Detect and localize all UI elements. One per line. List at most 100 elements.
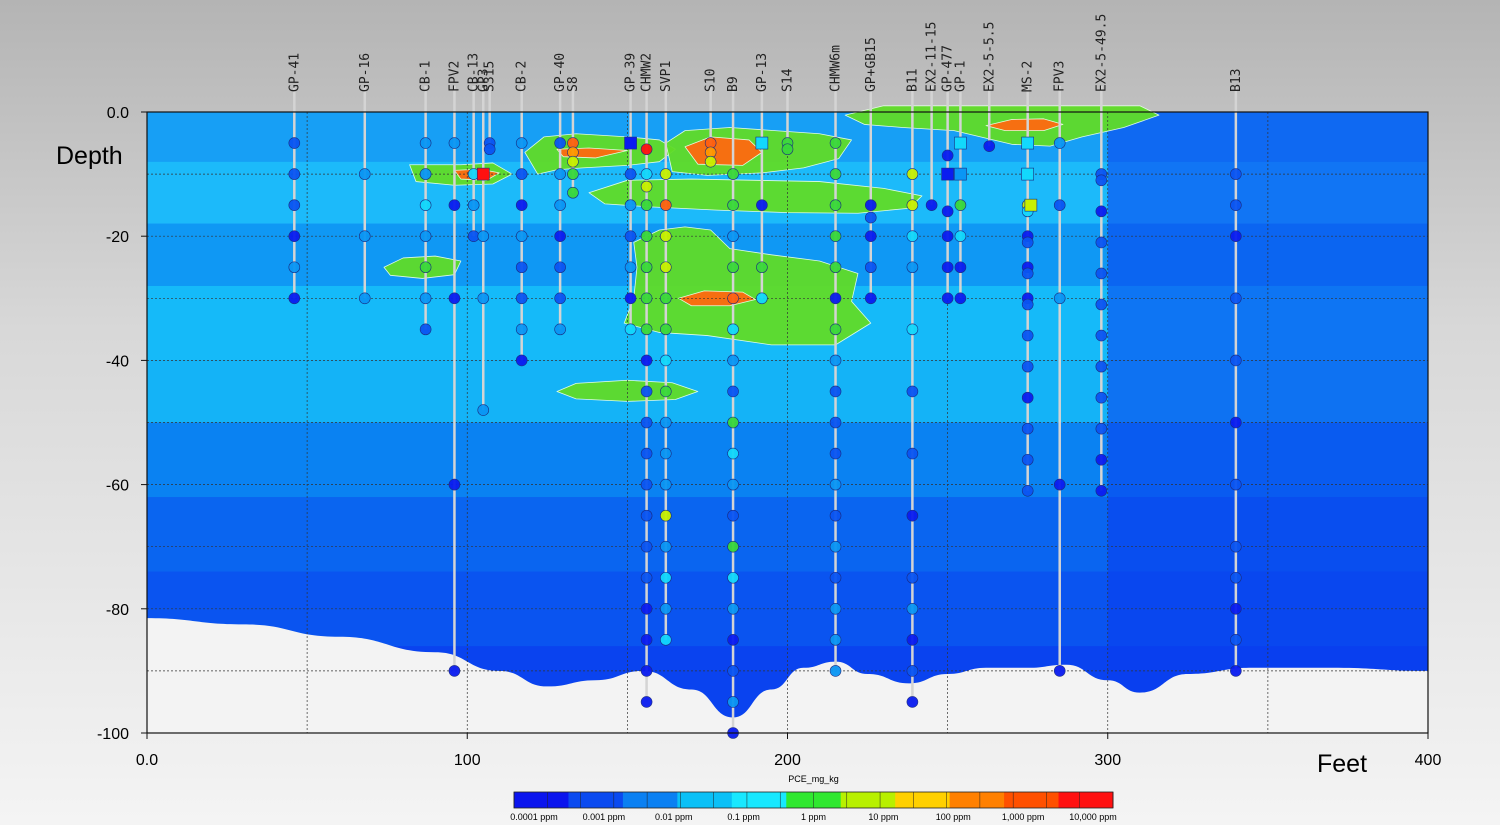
sample-marker [756,292,768,305]
sample-marker [925,199,938,211]
sample-marker [864,199,877,211]
sample-marker [660,447,672,460]
boring-label: S315 [483,61,498,92]
plume-100ppm [985,118,1064,132]
sample-marker [515,230,528,242]
colorbar-segment [677,792,733,808]
sample-marker [1053,665,1066,677]
sample-marker [727,168,739,180]
sample-marker [660,323,672,336]
boring-label: CB-1 [419,61,434,92]
sample-marker [1053,137,1066,149]
sample-marker [941,205,954,218]
sample-marker [727,323,739,336]
colorbar-segment [731,792,787,808]
sample-marker [1230,168,1242,180]
sample-marker [358,168,371,180]
sample-marker [906,199,919,211]
sample-marker [448,137,461,149]
colorbar-legend: PCE_mg_kg 0.0001 ppm 0.001 ppm 0.01 ppm 0.1 … [510,774,1117,822]
boring-label: GP3 [476,69,491,92]
sample-marker [906,509,919,522]
sample-marker [906,447,919,460]
sample-marker [727,540,739,553]
x-tick-label: 200 [774,752,801,769]
colorbar-label: 0.0001 ppm [510,812,558,822]
boring-label: B11 [905,69,920,92]
sample-marker [781,143,794,156]
sample-marker [624,199,637,211]
sample-marker [660,571,672,584]
sample-marker [288,261,301,274]
sample-marker [829,447,842,460]
sample-marker [288,168,301,180]
boring-label: EX2-5-5.5 [982,22,997,92]
boring-label: SVP1 [659,61,674,92]
sample-marker [640,478,653,491]
sample-marker [727,665,739,677]
sample-marker [660,292,672,305]
sample-marker [1053,199,1066,211]
sample-marker [727,571,739,584]
sample-marker [640,385,653,398]
sample-marker [448,199,461,211]
sample-marker [477,292,490,305]
sample-marker [1230,478,1242,491]
sample-marker [829,385,842,398]
sample-marker [640,571,653,584]
sample-marker [640,168,653,180]
colorbar-segment [514,792,569,808]
colorbar-label: 10 ppm [868,812,898,822]
sample-marker [1230,665,1242,677]
sample-marker [1230,199,1242,211]
sample-marker [727,354,739,367]
sample-marker [419,137,432,149]
boring-label: GP-1 [953,61,968,92]
sample-marker [1230,416,1242,429]
sample-square-marker [476,167,490,181]
sample-marker [640,634,653,646]
sample-marker [1230,354,1242,367]
sample-marker [448,292,461,305]
sample-marker [419,323,432,336]
sample-marker [906,385,919,398]
sample-marker [864,292,877,305]
sample-marker [640,602,653,615]
sample-marker [906,168,919,180]
sample-marker [1053,478,1066,491]
sample-marker [467,199,480,211]
sample-marker [829,665,842,677]
y-tick-label: 0.0 [107,105,129,122]
sample-marker [727,199,739,211]
sample-marker [554,230,566,242]
sample-marker [1095,329,1108,342]
sample-marker [419,230,432,242]
sample-square-marker [1021,136,1034,150]
sample-marker [1021,453,1034,466]
sample-marker [704,155,717,168]
colorbar-label: 10,000 ppm [1069,812,1117,822]
boring-label: GP-41 [287,53,302,92]
sample-marker [829,509,842,522]
sample-marker [640,199,653,211]
plume-1ppm [623,226,872,346]
sample-marker [624,230,637,242]
boring-label: GP-13 [755,53,770,92]
colorbar-segment [895,792,951,808]
x-tick-label: 400 [1415,752,1442,769]
boring-label: FPV2 [447,61,462,92]
colorbar-label: 1,000 ppm [1002,812,1045,822]
sample-square-marker [1021,167,1034,181]
sample-marker [829,540,842,553]
sample-marker [1095,205,1108,218]
colorbar-label: 0.1 ppm [727,812,760,822]
sample-marker [941,230,954,242]
colorbar-label: 1 ppm [801,812,826,822]
sample-marker [419,261,432,274]
sample-marker [727,509,739,522]
sample-marker [640,665,653,677]
sample-marker [624,261,637,274]
sample-marker [288,199,301,211]
boring-label: B13 [1229,69,1244,92]
